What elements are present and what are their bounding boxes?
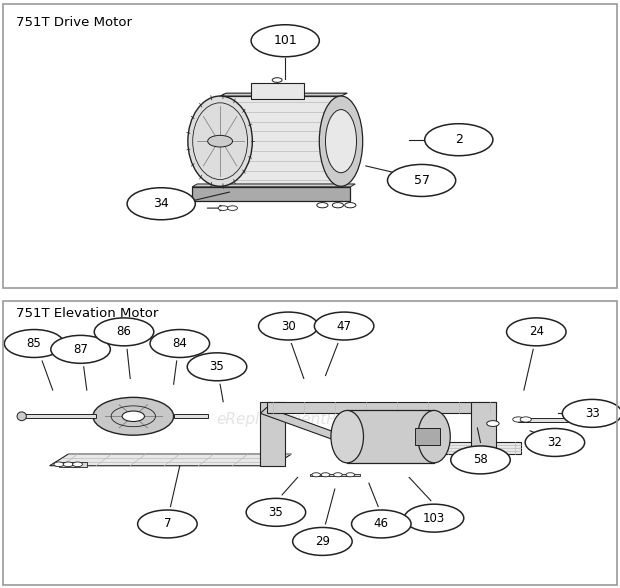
Polygon shape [260, 407, 347, 442]
Circle shape [312, 473, 321, 477]
Polygon shape [260, 402, 285, 466]
Polygon shape [347, 410, 434, 463]
Circle shape [228, 206, 237, 211]
Polygon shape [471, 402, 496, 454]
Polygon shape [220, 96, 341, 186]
Polygon shape [267, 402, 496, 413]
Circle shape [150, 329, 210, 358]
Circle shape [487, 420, 499, 426]
Circle shape [259, 312, 318, 340]
Ellipse shape [17, 412, 26, 420]
Circle shape [388, 165, 456, 196]
Polygon shape [174, 414, 208, 418]
Circle shape [272, 78, 282, 82]
Circle shape [562, 399, 620, 427]
Polygon shape [50, 454, 291, 466]
FancyBboxPatch shape [251, 83, 304, 99]
Circle shape [332, 203, 343, 208]
Polygon shape [22, 414, 96, 418]
Text: 24: 24 [529, 325, 544, 338]
Text: 35: 35 [268, 506, 283, 519]
Circle shape [51, 335, 110, 363]
Circle shape [513, 417, 524, 422]
FancyBboxPatch shape [192, 187, 350, 201]
Text: 29: 29 [315, 535, 330, 548]
Polygon shape [220, 93, 347, 96]
Text: 57: 57 [414, 174, 430, 187]
Circle shape [122, 411, 144, 422]
Circle shape [138, 510, 197, 538]
Circle shape [246, 499, 306, 526]
Circle shape [451, 446, 510, 474]
Circle shape [251, 25, 319, 57]
Circle shape [525, 429, 585, 456]
Circle shape [321, 473, 330, 477]
Text: 84: 84 [172, 337, 187, 350]
Polygon shape [518, 417, 598, 422]
Ellipse shape [595, 415, 604, 424]
Circle shape [127, 188, 195, 220]
Circle shape [187, 353, 247, 381]
Text: 103: 103 [423, 512, 445, 524]
Circle shape [54, 462, 64, 467]
Polygon shape [59, 462, 87, 467]
Text: 35: 35 [210, 360, 224, 373]
Circle shape [4, 329, 64, 358]
Text: 30: 30 [281, 319, 296, 333]
Circle shape [314, 312, 374, 340]
Ellipse shape [331, 410, 363, 463]
Circle shape [507, 318, 566, 346]
Polygon shape [310, 473, 360, 476]
Circle shape [425, 123, 493, 156]
Circle shape [334, 473, 342, 477]
Circle shape [293, 527, 352, 556]
Circle shape [218, 206, 228, 211]
Text: 751T Drive Motor: 751T Drive Motor [16, 16, 131, 29]
Circle shape [93, 397, 174, 435]
Circle shape [404, 504, 464, 532]
Ellipse shape [418, 410, 450, 463]
Text: 47: 47 [337, 319, 352, 333]
Polygon shape [415, 428, 440, 445]
Text: 33: 33 [585, 407, 600, 420]
Ellipse shape [319, 96, 363, 186]
Circle shape [63, 462, 73, 467]
Circle shape [346, 473, 355, 477]
Text: 7: 7 [164, 517, 171, 530]
Polygon shape [341, 442, 521, 454]
Circle shape [352, 510, 411, 538]
Circle shape [317, 203, 328, 208]
Circle shape [208, 135, 232, 147]
Text: eReplacementParts.com: eReplacementParts.com [216, 412, 404, 427]
Text: 32: 32 [547, 436, 562, 449]
Text: 751T Elevation Motor: 751T Elevation Motor [16, 307, 158, 320]
Text: 2: 2 [455, 133, 463, 146]
Text: 58: 58 [473, 453, 488, 466]
Circle shape [73, 462, 82, 467]
Ellipse shape [326, 109, 356, 173]
Text: 46: 46 [374, 517, 389, 530]
Text: 101: 101 [273, 34, 297, 47]
Text: 87: 87 [73, 343, 88, 356]
Polygon shape [192, 184, 355, 187]
Ellipse shape [188, 96, 252, 186]
Text: 85: 85 [27, 337, 42, 350]
Text: 34: 34 [153, 197, 169, 211]
Circle shape [94, 318, 154, 346]
Text: 86: 86 [117, 325, 131, 338]
Circle shape [345, 203, 356, 208]
Circle shape [520, 417, 531, 422]
